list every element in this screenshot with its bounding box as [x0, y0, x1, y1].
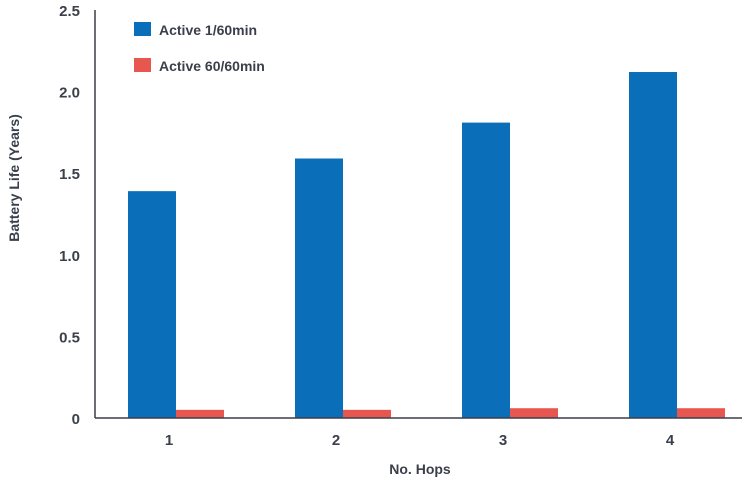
y-tick-label: 2.0: [59, 85, 80, 102]
x-tick-label: 2: [332, 432, 340, 449]
x-axis-title: No. Hops: [389, 461, 451, 477]
legend: Active 1/60min Active 60/60min: [134, 22, 265, 74]
bar-active-60-60min-hop-1: [176, 409, 224, 418]
bar-active-60-60min-hop-4: [677, 408, 725, 418]
bar-active-1-60min-hop-1: [128, 191, 176, 418]
axes-group: [94, 10, 742, 419]
legend-swatch: [134, 58, 151, 72]
bar-active-60-60min-hop-3: [510, 408, 558, 418]
bar-active-1-60min-hop-3: [462, 122, 510, 418]
bar-active-1-60min-hop-2: [295, 158, 343, 418]
x-tick-label: 3: [499, 432, 507, 449]
legend-label: Active 60/60min: [159, 58, 265, 74]
y-tick-label: 0.5: [59, 329, 80, 346]
y-tick-labels: 0 0.5 1.0 1.5 2.0 2.5: [59, 3, 80, 428]
y-tick-label: 1.5: [59, 166, 80, 183]
y-tick-label: 0: [72, 411, 80, 428]
x-tick-labels: 1 2 3 4: [165, 432, 675, 449]
y-tick-label: 1.0: [59, 248, 80, 265]
x-tick-label: 4: [666, 432, 675, 449]
legend-swatch: [134, 22, 151, 36]
bar-active-1-60min-hop-4: [629, 72, 677, 419]
bars-group: [128, 72, 725, 419]
legend-label: Active 1/60min: [159, 22, 257, 38]
x-tick-label: 1: [165, 432, 173, 449]
y-tick-label: 2.5: [59, 3, 80, 20]
bar-active-60-60min-hop-2: [343, 409, 391, 418]
y-axis-title: Battery Life (Years): [6, 114, 22, 242]
